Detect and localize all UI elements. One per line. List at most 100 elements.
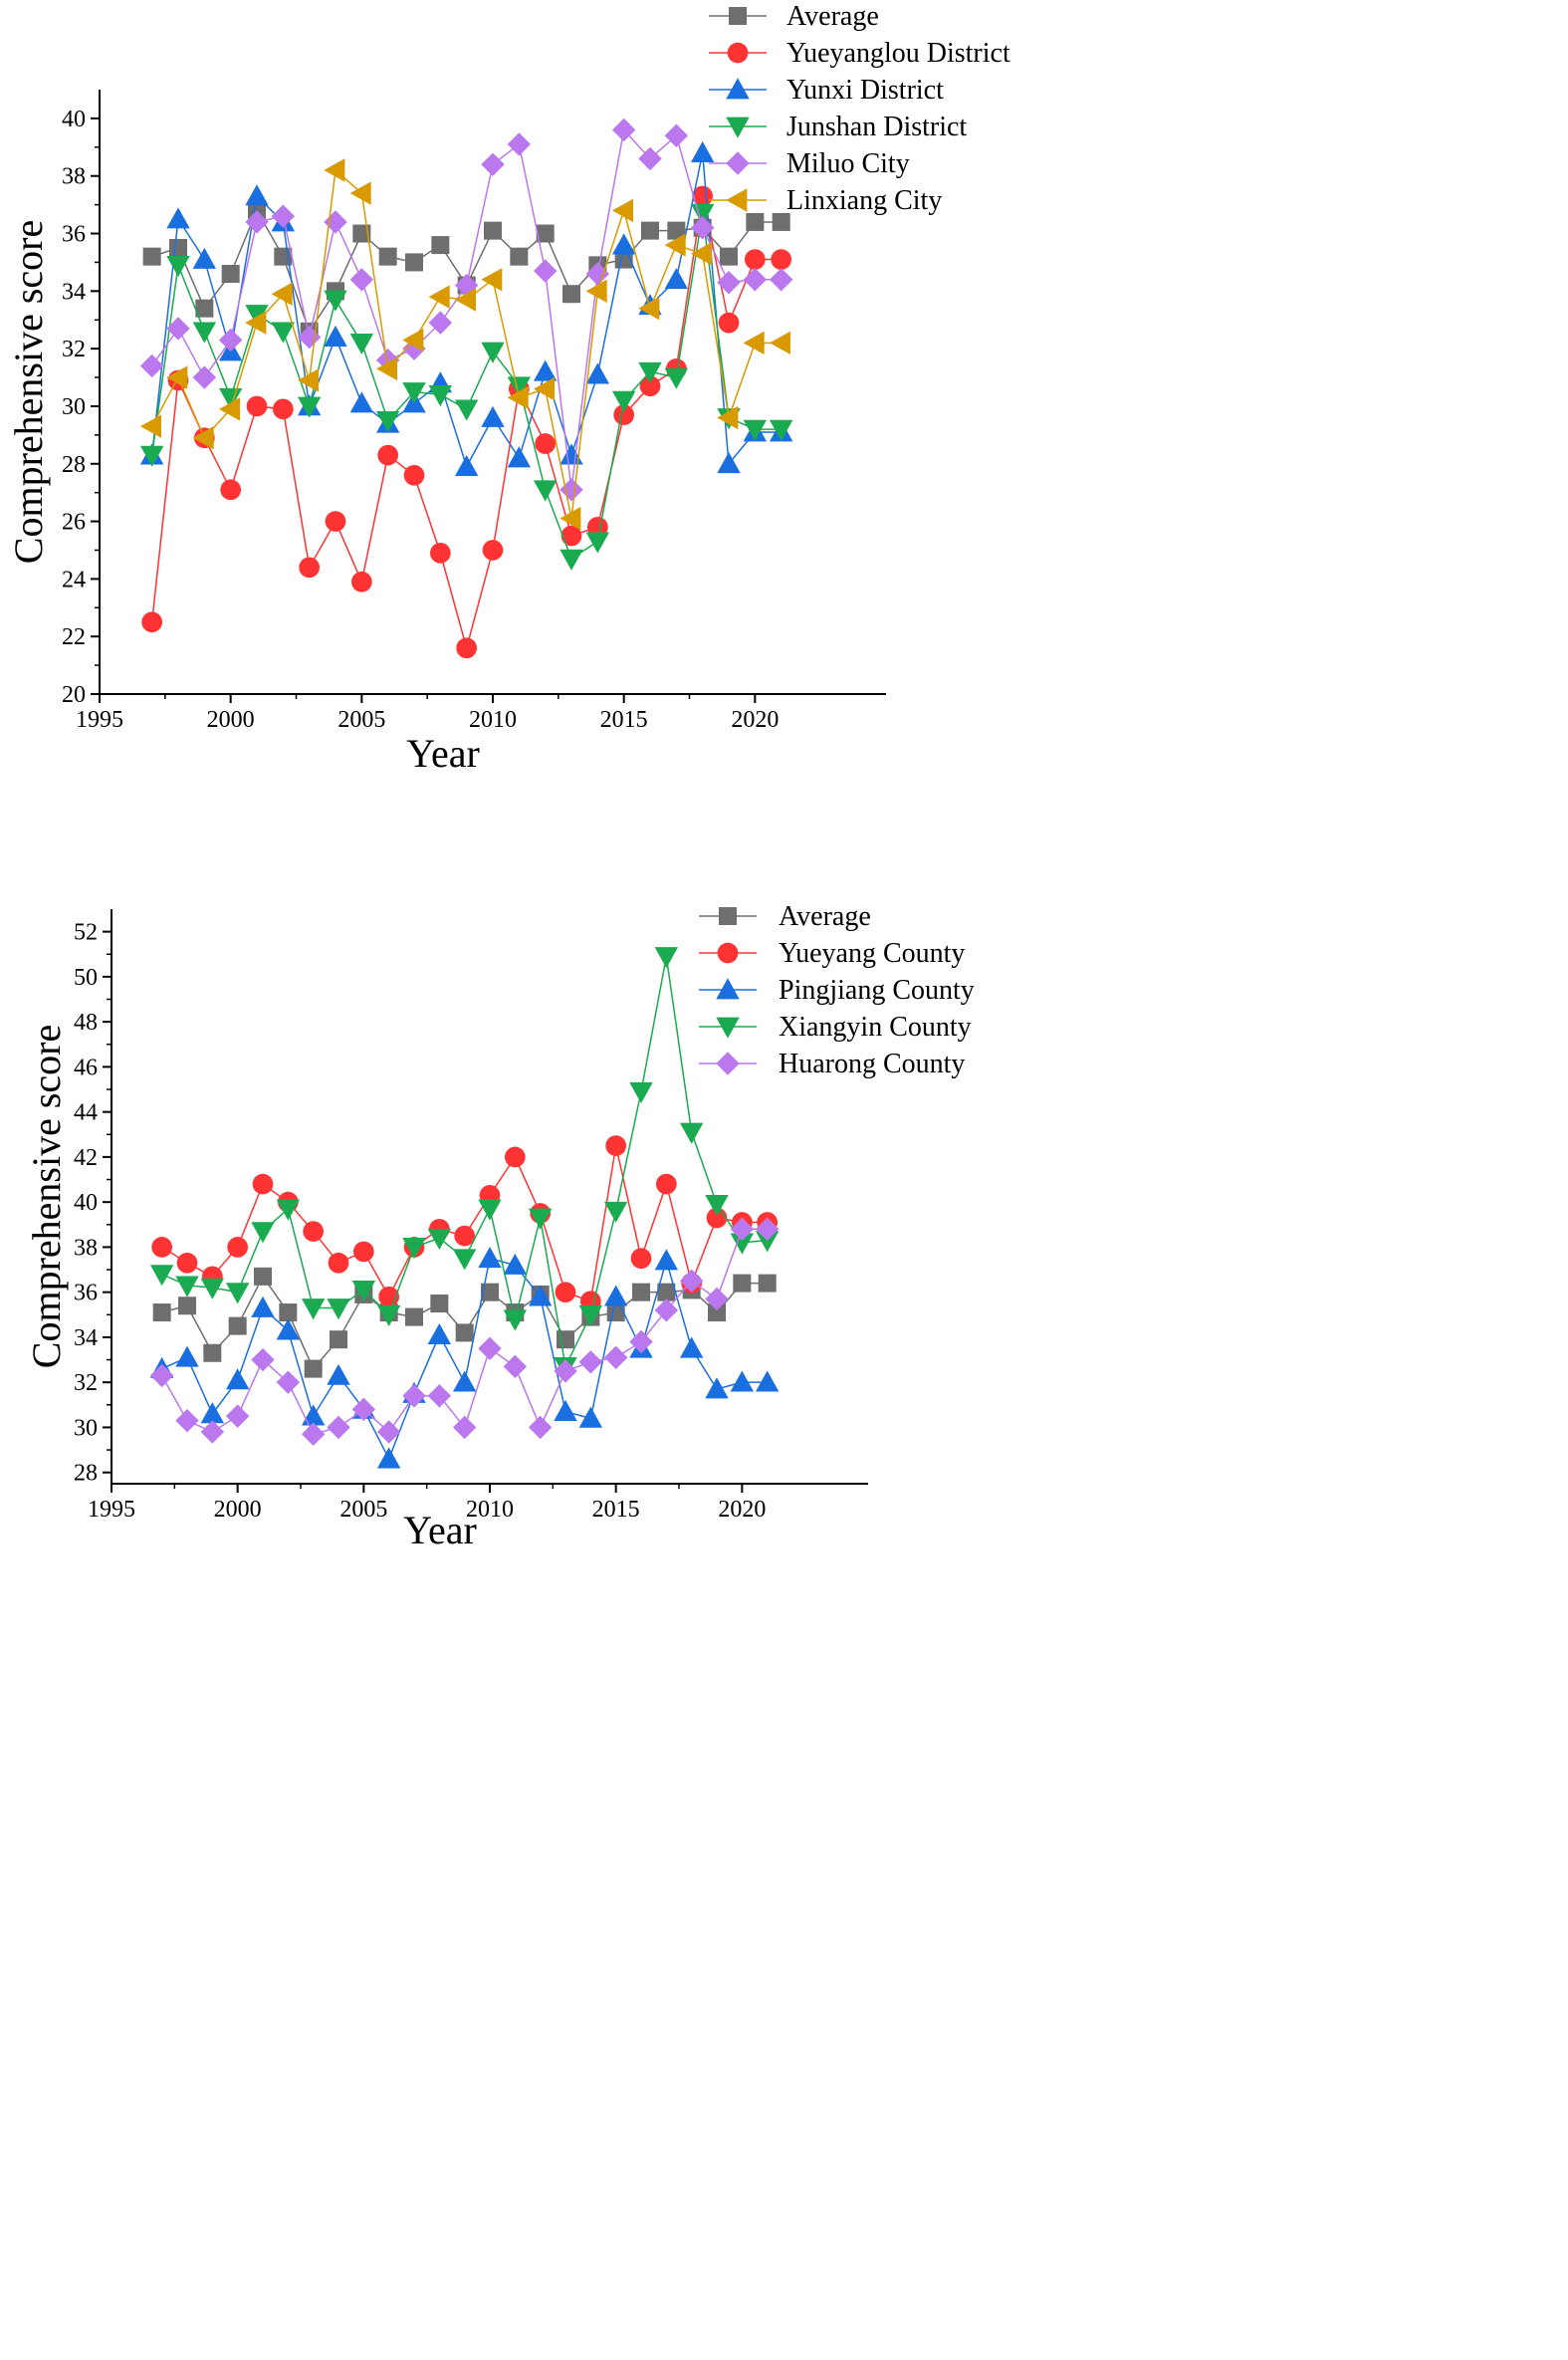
data-point <box>664 233 686 257</box>
data-point <box>481 152 505 176</box>
legend-item: Junshan District <box>709 112 967 142</box>
data-point <box>611 198 634 223</box>
data-point <box>733 1274 752 1293</box>
legend-label: Huarong County <box>779 1049 965 1079</box>
data-point <box>606 1303 625 1322</box>
data-point <box>679 1336 704 1358</box>
data-point <box>718 312 740 334</box>
data-point <box>769 268 793 292</box>
data-point <box>402 328 424 353</box>
data-point <box>585 362 610 384</box>
x-tick-label: 2000 <box>207 707 255 733</box>
data-point <box>484 221 502 240</box>
data-point <box>376 1420 401 1444</box>
data-point <box>454 454 479 477</box>
data-point <box>638 146 662 171</box>
data-point <box>507 385 529 409</box>
data-point <box>456 637 478 659</box>
legend-label: Average <box>786 1 879 32</box>
data-point <box>402 1384 426 1408</box>
legend-item: Miluo City <box>709 148 910 179</box>
data-point <box>227 1237 249 1258</box>
series-line <box>150 195 782 651</box>
data-point <box>251 1222 275 1244</box>
data-point <box>303 1221 325 1242</box>
data-point <box>428 285 450 309</box>
data-point <box>603 1201 628 1223</box>
data-point <box>482 540 504 561</box>
legend-marker <box>716 1052 740 1075</box>
legend-item: Yueyang County <box>699 938 965 969</box>
data-point <box>200 1402 225 1424</box>
data-point <box>717 452 741 474</box>
data-point <box>349 391 374 413</box>
x-tick-label: 1995 <box>76 707 123 733</box>
data-point <box>554 1399 577 1421</box>
y-tick-label: 50 <box>74 965 98 991</box>
data-point <box>632 1283 650 1301</box>
data-point <box>639 375 661 397</box>
data-point <box>629 1081 653 1103</box>
y-tick-label: 32 <box>62 337 86 362</box>
data-point <box>299 557 321 579</box>
data-point <box>151 1237 173 1258</box>
data-point <box>166 365 188 389</box>
data-point <box>769 419 793 441</box>
data-point <box>562 285 580 304</box>
y-tick-label: 44 <box>74 1100 98 1126</box>
data-point <box>454 288 477 312</box>
x-tick-label: 2005 <box>337 707 385 733</box>
data-point <box>142 247 161 266</box>
data-point <box>245 311 267 335</box>
data-point <box>139 354 164 378</box>
data-point <box>403 464 425 486</box>
data-point <box>560 525 582 547</box>
data-point <box>324 325 347 347</box>
data-point <box>176 1252 198 1274</box>
data-point <box>405 253 423 272</box>
data-point <box>402 1238 426 1260</box>
data-point <box>654 947 679 969</box>
data-point <box>533 259 558 283</box>
data-point <box>730 1370 755 1392</box>
y-tick-label: 46 <box>74 1055 98 1080</box>
data-point <box>324 158 345 182</box>
data-point <box>166 317 190 341</box>
legend-item: Average <box>709 1 879 32</box>
y-axis-label: Comprehensive score <box>6 220 51 564</box>
legend-item: Average <box>699 901 871 932</box>
data-point <box>454 1225 476 1247</box>
y-axis-label: Comprehensive score <box>24 1025 69 1368</box>
data-point <box>717 405 739 430</box>
data-point <box>327 1298 350 1320</box>
data-point <box>350 571 372 592</box>
data-point <box>254 1267 272 1286</box>
data-point <box>271 322 296 344</box>
data-point <box>641 221 659 240</box>
data-point <box>528 1415 553 1440</box>
data-point <box>297 368 320 392</box>
legend-label: Junshan District <box>786 112 967 142</box>
data-point <box>744 249 766 270</box>
series-average <box>152 1267 777 1378</box>
legend-label: Average <box>779 901 871 932</box>
data-point <box>560 443 583 465</box>
y-tick-label: 40 <box>62 107 86 132</box>
y-tick-label: 20 <box>62 682 86 708</box>
data-point <box>772 212 790 231</box>
legend-marker <box>726 188 748 212</box>
data-point <box>481 1283 499 1301</box>
data-point <box>301 1298 326 1320</box>
data-point <box>705 1195 729 1217</box>
data-point <box>203 1343 222 1362</box>
legend-marker <box>726 151 750 175</box>
legend-item: Xiangyin County <box>699 1012 972 1043</box>
data-point <box>149 1265 174 1287</box>
data-point <box>272 398 294 420</box>
data-point <box>431 236 450 255</box>
data-point <box>141 611 163 633</box>
series-line <box>161 1275 768 1370</box>
data-point <box>755 1231 780 1253</box>
series-huarong-county <box>149 1217 780 1446</box>
data-point <box>427 1384 452 1408</box>
